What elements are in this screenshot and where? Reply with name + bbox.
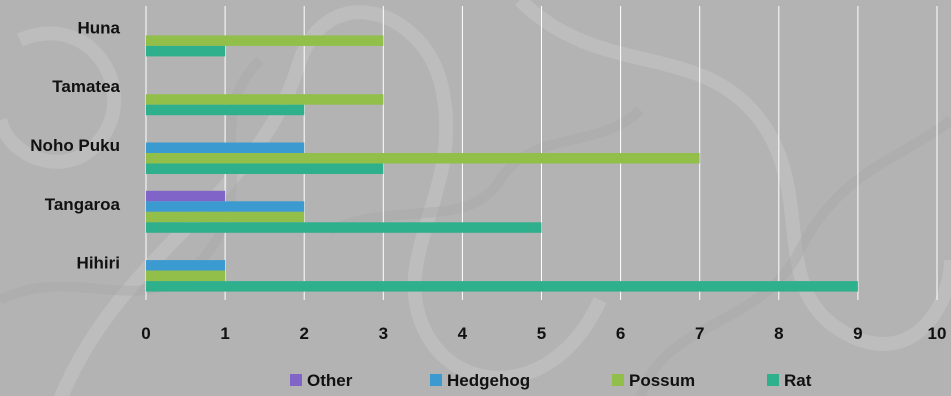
legend-label: Possum	[629, 371, 695, 390]
tick-label: 8	[774, 324, 783, 343]
value-axis: 0 1 2 3 4 5 6 7 8 9 10	[141, 324, 946, 343]
category-label: Tangaroa	[45, 195, 121, 214]
legend-item-hedgehog: Hedgehog	[430, 371, 530, 390]
tick-label: 4	[458, 324, 468, 343]
tick-label: 9	[853, 324, 862, 343]
bar-hedgehog-hihiri	[146, 260, 226, 271]
bar-rat-huna	[146, 45, 226, 57]
bar-other-tangaroa	[146, 190, 226, 202]
bar-hedgehog-tangaroa	[146, 201, 305, 212]
legend-swatch	[612, 374, 624, 386]
legend-swatch	[290, 374, 302, 386]
legend-item-possum: Possum	[612, 371, 695, 390]
tick-label: 2	[299, 324, 308, 343]
category-label: Hihiri	[77, 254, 120, 273]
bar-rat-tamatea	[146, 104, 305, 116]
bar-hedgehog-noho-puku	[146, 142, 305, 153]
legend-label: Rat	[784, 371, 812, 390]
legend-item-rat: Rat	[767, 371, 812, 390]
bar-possum-hihiri	[146, 270, 226, 282]
legend-label: Other	[307, 371, 353, 390]
legend-swatch	[430, 374, 442, 386]
tick-label: 1	[220, 324, 229, 343]
bar-rat-hihiri	[146, 281, 858, 292]
bar-possum-noho-puku	[146, 153, 700, 164]
bar-possum-tangaroa	[146, 211, 305, 223]
bar-possum-huna	[146, 35, 384, 46]
legend-item-other: Other	[290, 371, 353, 390]
bar-rat-noho-puku	[146, 163, 384, 174]
tick-label: 10	[928, 324, 947, 343]
bar-possum-tamatea	[146, 94, 384, 105]
legend-label: Hedgehog	[447, 371, 530, 390]
bar-series	[146, 35, 858, 292]
tick-label: 3	[379, 324, 388, 343]
tick-label: 7	[695, 324, 704, 343]
category-label: Tamatea	[52, 77, 120, 96]
tick-label: 6	[616, 324, 625, 343]
tick-label: 5	[537, 324, 546, 343]
bar-rat-tangaroa	[146, 222, 542, 233]
category-axis: Huna Tamatea Noho Puku Tangaroa Hihiri	[30, 18, 120, 272]
legend: Other Hedgehog Possum Rat	[290, 371, 812, 390]
category-label: Noho Puku	[30, 136, 120, 155]
category-label: Huna	[78, 18, 121, 37]
legend-swatch	[767, 374, 779, 386]
tick-label: 0	[141, 324, 150, 343]
